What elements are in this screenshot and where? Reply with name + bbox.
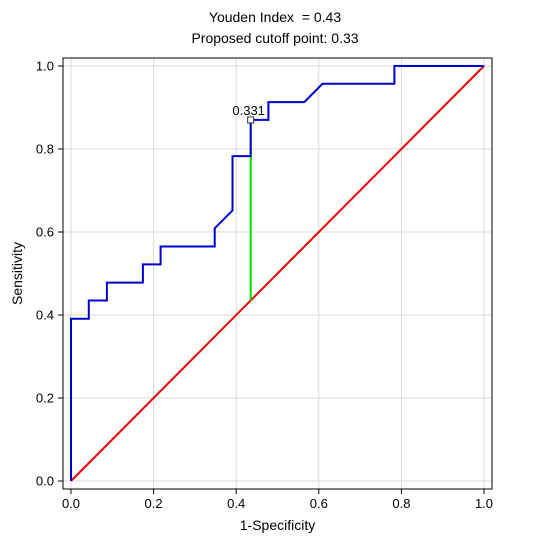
x-tick-label: 0.2 <box>145 496 163 511</box>
cutoff-marker-group: 0.331 <box>232 103 265 124</box>
x-axis-title: 1-Specificity <box>240 517 315 533</box>
cutoff-marker-label: 0.331 <box>232 103 265 118</box>
x-tick-label: 0.8 <box>392 496 410 511</box>
x-tick-label: 0.4 <box>227 496 245 511</box>
plot-frame <box>62 57 493 490</box>
x-tick-label: 0.6 <box>310 496 328 511</box>
chart-title-cutoff: Proposed cutoff point: 0.33 <box>191 30 359 46</box>
axis-ticks: 0.0 0.2 0.4 0.6 0.8 1.0 0.0 0.2 0.4 0.6 0.8 1.0 <box>36 59 493 512</box>
y-tick-label: 0.0 <box>36 474 54 489</box>
cutoff-marker <box>247 116 255 124</box>
y-tick-label: 0.4 <box>36 308 54 323</box>
y-tick-label: 0.8 <box>36 142 54 157</box>
series <box>70 65 485 482</box>
reference-diagonal-line <box>70 65 485 482</box>
y-tick-label: 0.2 <box>36 391 54 406</box>
x-tick-label: 0.0 <box>62 496 80 511</box>
roc-curve-line <box>70 65 484 481</box>
y-tick-label: 0.6 <box>36 225 54 240</box>
x-tick-label: 1.0 <box>475 496 493 511</box>
y-tick-label: 1.0 <box>36 59 54 74</box>
chart-title-youden: Youden Index = 0.43 <box>208 9 342 25</box>
y-axis-title: Sensitivity <box>9 242 25 305</box>
